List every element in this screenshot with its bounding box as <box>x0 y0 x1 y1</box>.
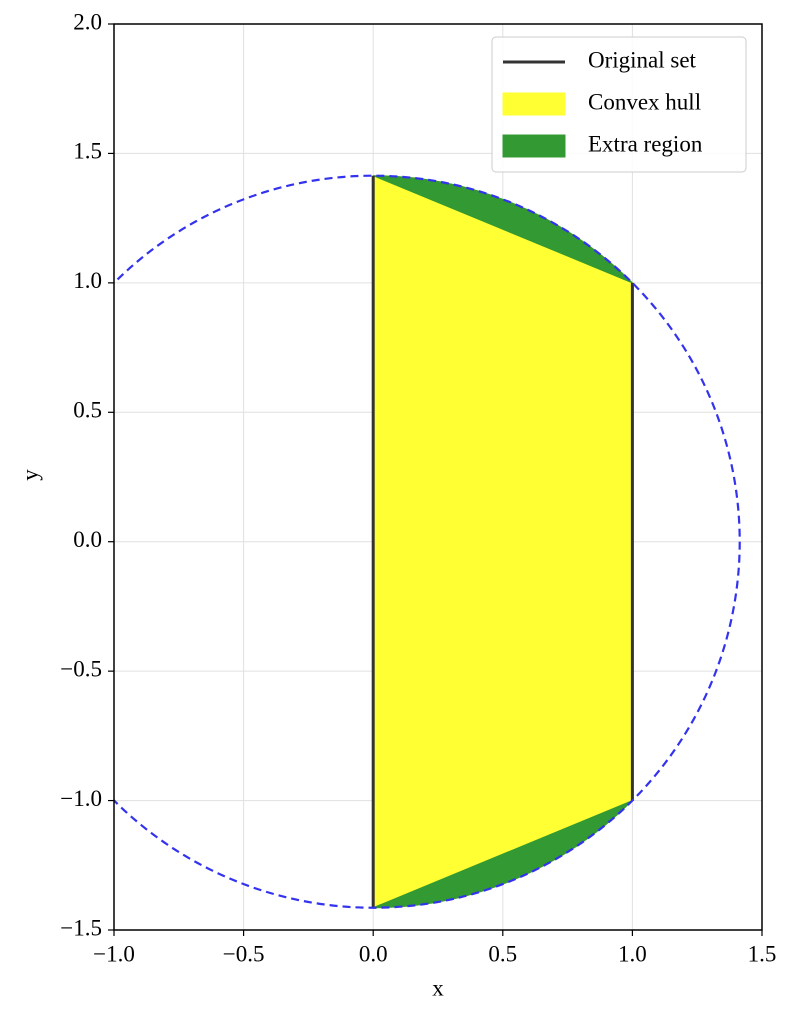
y-tick-label: 1.5 <box>73 139 102 164</box>
y-tick-label: 0.5 <box>73 398 102 423</box>
y-tick-label: 2.0 <box>73 9 102 34</box>
original-set <box>371 175 634 908</box>
y-tick-label: −1.5 <box>60 915 102 940</box>
y-tick-label: −1.0 <box>60 786 102 811</box>
x-tick-label: −0.5 <box>223 941 265 966</box>
x-tick-label: −1.0 <box>93 941 135 966</box>
x-tick-label: 0.0 <box>359 941 388 966</box>
convex-hull <box>372 174 633 909</box>
y-axis-label: y <box>17 469 42 481</box>
plot-frame <box>113 23 763 931</box>
legend-label: Convex hull <box>588 89 701 114</box>
y-tick-label: 0.0 <box>73 527 102 552</box>
legend-swatch <box>502 92 566 116</box>
x-tick-label: 1.5 <box>748 941 777 966</box>
legend-swatch <box>502 134 566 158</box>
legend-label: Extra region <box>588 131 703 156</box>
axes: −1.0 −0.5 0.0 0.5 1.0 1.5−1.5−1.0−0.50.00.51.… <box>60 9 776 966</box>
legend: Original set Convex hull Extra region <box>491 36 747 173</box>
plot-area <box>114 174 741 909</box>
legend-label: Original set <box>588 47 697 72</box>
x-tick-label: 1.0 <box>618 941 647 966</box>
reference-circle <box>114 174 741 909</box>
y-tick-label: 1.0 <box>73 268 102 293</box>
x-tick-label: 0.5 <box>488 941 517 966</box>
y-tick-label: −0.5 <box>60 656 102 681</box>
x-axis-label: x <box>432 975 444 1000</box>
